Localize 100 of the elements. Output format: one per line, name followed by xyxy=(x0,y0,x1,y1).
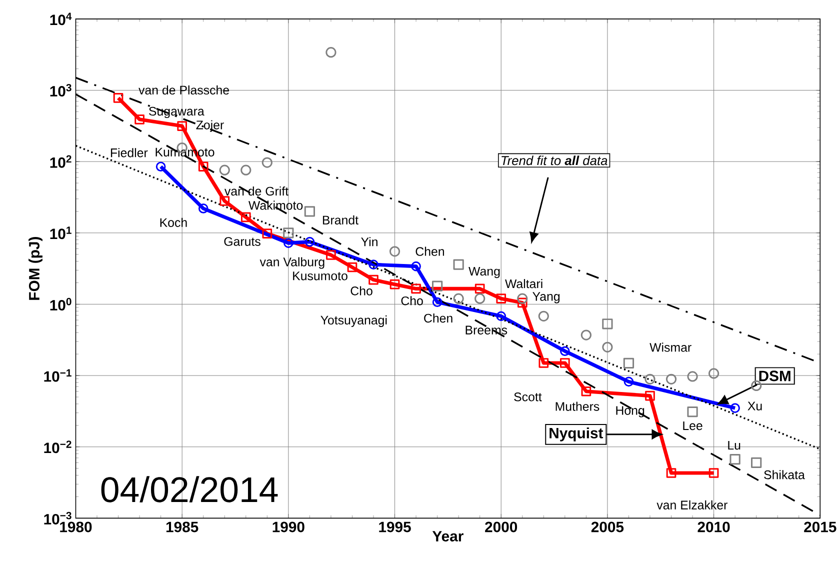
x-tick-label: 2010 xyxy=(698,522,730,532)
point xyxy=(113,93,124,103)
point xyxy=(453,293,464,304)
y-tick-label: 10$^{4}$ xyxy=(50,12,72,26)
point xyxy=(240,164,252,176)
point xyxy=(326,47,336,58)
point xyxy=(708,368,720,379)
annotation: Breems xyxy=(466,326,508,334)
point xyxy=(496,294,506,304)
y-tick-label: 10$^{0}$ xyxy=(50,298,72,311)
point xyxy=(156,162,166,172)
point xyxy=(687,406,698,418)
point xyxy=(730,454,740,465)
x-tick-label: 2005 xyxy=(591,522,624,532)
annotation: Kusumoto xyxy=(293,272,348,280)
annotation: Muthers xyxy=(556,402,600,411)
point xyxy=(538,358,549,368)
point xyxy=(304,206,315,217)
point xyxy=(687,371,698,382)
point xyxy=(645,390,655,401)
point xyxy=(240,212,251,222)
y-axis-title: FOM (pJ) xyxy=(28,237,42,300)
point xyxy=(602,318,613,330)
text: DSM xyxy=(759,370,790,382)
y-tick-label: 10$^{2}$ xyxy=(50,155,72,168)
annotation: Yang xyxy=(532,292,560,304)
annotation: Yotsuyanagi xyxy=(320,315,387,327)
annotation: Lu xyxy=(728,440,740,450)
annotation: Cho xyxy=(350,286,372,296)
point xyxy=(134,114,144,124)
point xyxy=(453,259,464,270)
point xyxy=(219,164,230,176)
annotation: Waltari xyxy=(505,279,542,288)
point xyxy=(390,279,400,290)
x-tick-label: 1990 xyxy=(272,522,304,532)
annotation: 04/02/2014 xyxy=(101,476,278,502)
point xyxy=(517,298,528,308)
point xyxy=(326,250,336,260)
point xyxy=(560,358,570,368)
annotation: Chen xyxy=(424,313,452,323)
x-axis-title: Year xyxy=(432,531,464,542)
annotation: Trend fit to all data xyxy=(502,156,608,166)
annotation: Yin xyxy=(361,237,378,246)
point xyxy=(283,228,294,238)
annotation: Wismar xyxy=(650,342,692,352)
point xyxy=(262,228,272,238)
annotation: Wakimoto xyxy=(248,200,303,210)
annotation: Koch xyxy=(160,218,187,227)
y-tick-label: 10$^{−2}$ xyxy=(44,440,72,454)
point xyxy=(411,284,421,294)
annotation: van Elzakker xyxy=(656,500,728,510)
point xyxy=(262,157,272,168)
annotation: Chen xyxy=(416,246,444,256)
annotation: Brandt xyxy=(322,215,358,224)
x-tick-label: 1995 xyxy=(379,522,411,532)
text: Nyquist xyxy=(550,427,604,442)
point xyxy=(177,121,187,131)
annotation: Lee xyxy=(683,421,702,430)
point xyxy=(751,457,762,468)
point xyxy=(644,374,656,384)
point xyxy=(538,310,549,322)
point xyxy=(304,236,315,247)
point xyxy=(560,346,570,356)
annotation: Shikata xyxy=(764,470,805,480)
point xyxy=(474,293,486,304)
annotation: Cho xyxy=(401,296,423,306)
point xyxy=(368,274,378,285)
point xyxy=(708,468,719,478)
x-tick-label: 2000 xyxy=(485,522,518,532)
point xyxy=(474,284,485,294)
point xyxy=(411,261,421,272)
y-tick-label: 10$^{3}$ xyxy=(50,84,72,97)
point xyxy=(666,468,676,478)
annotation: Xu xyxy=(748,402,762,410)
x-tick-label: 1985 xyxy=(166,522,198,532)
point xyxy=(666,374,677,384)
point xyxy=(623,358,634,368)
annotation: van de Grift xyxy=(224,186,288,196)
annotation: Wang xyxy=(468,266,500,278)
point xyxy=(368,260,378,270)
point xyxy=(389,246,400,257)
annotation: Garuts xyxy=(224,237,260,246)
point xyxy=(581,386,592,396)
y-tick-label: 10$^{1}$ xyxy=(50,226,72,240)
point xyxy=(284,238,294,248)
point xyxy=(580,330,592,340)
point xyxy=(751,380,762,392)
x-tick-label: 2015 xyxy=(804,522,836,532)
point xyxy=(432,297,442,308)
point xyxy=(198,204,208,214)
y-tick-label: 10$^{−1}$ xyxy=(44,369,72,382)
annotation: Scott xyxy=(514,392,542,402)
annotation: Zojer xyxy=(196,120,224,132)
point xyxy=(496,311,506,322)
annotation: Sugawara xyxy=(149,106,204,118)
point xyxy=(517,293,528,304)
point xyxy=(220,196,230,206)
point xyxy=(432,280,443,292)
point xyxy=(624,376,634,387)
point xyxy=(730,403,740,413)
